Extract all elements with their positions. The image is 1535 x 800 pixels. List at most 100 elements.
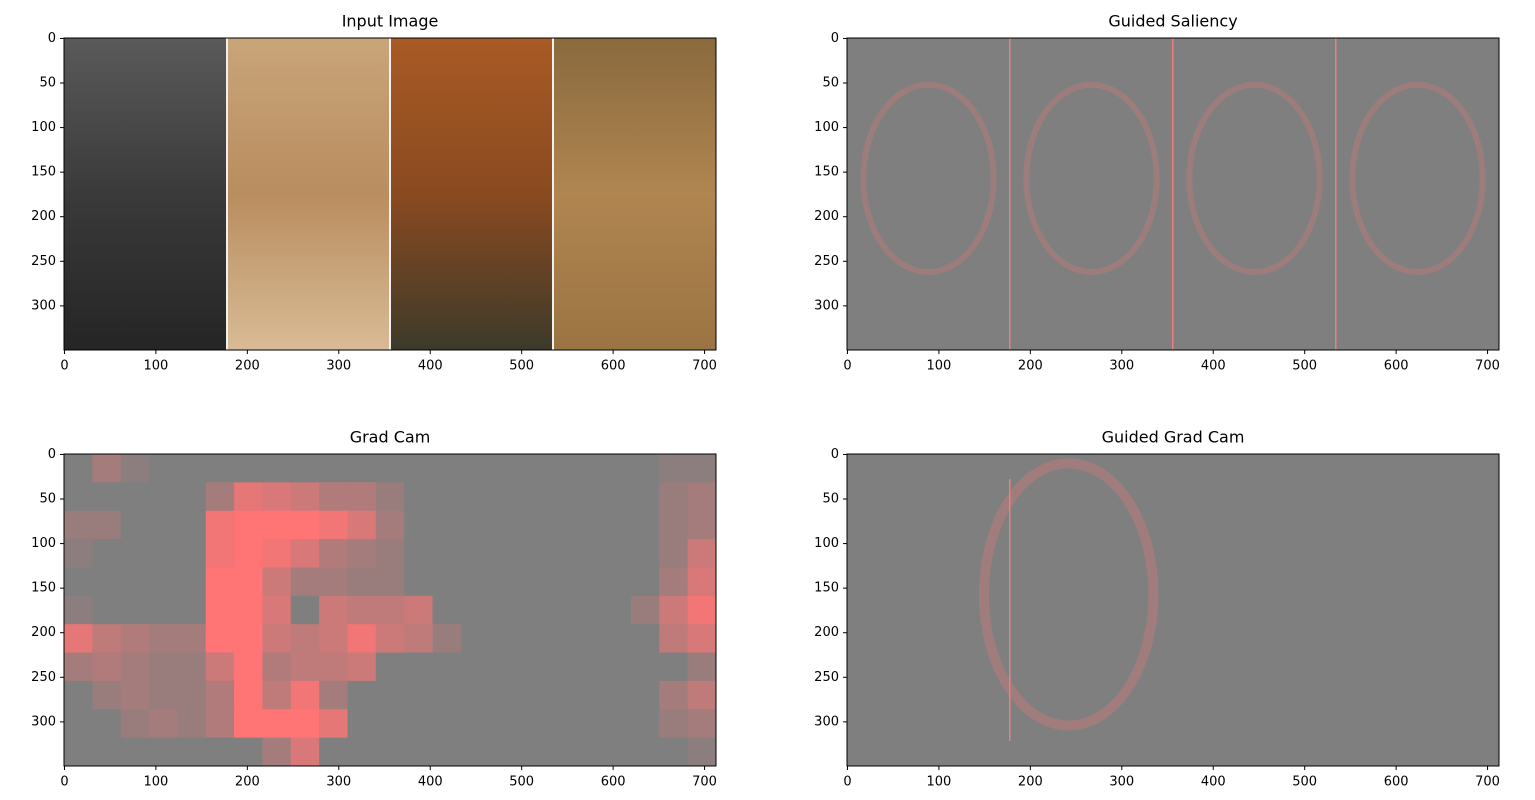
heatmap-cell: [687, 709, 717, 739]
heatmap-cell: [234, 680, 263, 710]
heatmap-cell: [120, 624, 150, 654]
axes-frame: [846, 37, 1500, 351]
heatmap-cell: [545, 595, 575, 625]
heatmap-cell: [290, 539, 320, 568]
heatmap-cell: [687, 595, 717, 625]
heatmap-cell: [92, 680, 122, 710]
heatmap-cell: [602, 652, 632, 682]
y-tick-label: 50: [822, 76, 839, 91]
saliency-face: [1023, 81, 1160, 275]
y-tick-label: 0: [48, 31, 56, 46]
heatmap-cell: [602, 624, 632, 654]
heatmap-cell: [234, 624, 263, 654]
heatmap-cell: [64, 539, 93, 568]
heatmap-cell: [375, 454, 405, 483]
heatmap-cell: [205, 680, 235, 710]
heatmap-cell: [489, 539, 519, 568]
heatmap-cell: [517, 510, 547, 540]
heatmap-cell: [517, 539, 547, 568]
heatmap-cell: [64, 624, 93, 654]
heatmap-cell: [205, 709, 235, 739]
heatmap-cell: [545, 510, 575, 540]
heatmap-cell: [630, 482, 660, 512]
y-tick-label: 250: [31, 254, 56, 269]
heatmap-cell: [64, 510, 93, 540]
heatmap-cell: [630, 510, 660, 540]
y-tick-label: 50: [39, 492, 56, 507]
heatmap-cell: [92, 482, 122, 512]
heatmap-cell: [205, 652, 235, 682]
heatmap-cell: [602, 709, 632, 739]
heatmap-cell: [262, 737, 292, 767]
heatmap-cell: [375, 737, 405, 767]
heatmap-cell: [347, 567, 377, 597]
x-tick-label: 600: [1384, 775, 1409, 790]
photo-divider: [389, 38, 391, 350]
heatmap-cell: [489, 737, 519, 767]
heatmap-cell: [177, 454, 207, 483]
heatmap-cell: [120, 709, 150, 739]
heatmap-cell: [262, 454, 292, 483]
x-tick-label: 500: [1292, 775, 1317, 790]
heatmap-cell: [432, 709, 462, 739]
heatmap-cell: [460, 595, 490, 625]
heatmap-cell: [630, 595, 660, 625]
heatmap-cell: [404, 652, 434, 682]
axes-title: Guided Grad Cam: [1102, 428, 1245, 447]
heatmap-cell: [489, 652, 519, 682]
heatmap-cell: [517, 652, 547, 682]
heatmap-cell: [687, 737, 717, 767]
heatmap-cell: [489, 709, 519, 739]
heatmap-cell: [64, 652, 93, 682]
heatmap-cell: [290, 680, 320, 710]
heatmap-cell: [630, 539, 660, 568]
heatmap-cell: [149, 454, 178, 483]
heatmap-cell: [92, 567, 122, 597]
x-tick-label: 700: [692, 359, 717, 374]
y-tick-label: 0: [48, 447, 56, 462]
heatmap-cell: [92, 624, 122, 654]
heatmap-cell: [347, 709, 377, 739]
heatmap-cell: [375, 624, 405, 654]
y-tick-label: 300: [814, 298, 839, 313]
heatmap-cell: [262, 482, 292, 512]
heatmap-cell: [574, 539, 604, 568]
heatmap-cell: [319, 454, 348, 483]
photo-strip: [227, 38, 390, 350]
heatmap-cell: [460, 652, 490, 682]
y-tick-label: 200: [31, 625, 56, 640]
heatmap-cell: [234, 454, 263, 483]
heatmap-cell: [290, 652, 320, 682]
y-tick-label: 50: [39, 76, 56, 91]
y-tick-label: 150: [31, 581, 56, 596]
y-tick-label: 300: [31, 714, 56, 729]
heatmap-cell: [149, 539, 178, 568]
x-tick-label: 500: [509, 775, 534, 790]
heatmap-cell: [92, 510, 122, 540]
heatmap-cell: [574, 680, 604, 710]
heatmap-cell: [404, 680, 434, 710]
heatmap-cell: [177, 624, 207, 654]
heatmap-cell: [460, 737, 490, 767]
heatmap-cell: [630, 567, 660, 597]
y-tick-label: 200: [31, 209, 56, 224]
heatmap-cell: [517, 680, 547, 710]
saliency-face: [1349, 81, 1486, 275]
heatmap-cell: [149, 709, 178, 739]
heatmap-cell: [375, 709, 405, 739]
heatmap-cell: [319, 709, 348, 739]
axes-frame: [63, 453, 717, 767]
heatmap-cell: [234, 482, 263, 512]
heatmap-cell: [120, 539, 150, 568]
heatmap-cell: [404, 482, 434, 512]
photo-strip: [390, 38, 553, 350]
heatmap-cell: [432, 567, 462, 597]
x-tick-label: 600: [601, 359, 626, 374]
heatmap-cell: [545, 539, 575, 568]
heatmap-cell: [545, 624, 575, 654]
y-tick-label: 250: [814, 670, 839, 685]
heatmap-cell: [234, 567, 263, 597]
heatmap-cell: [659, 652, 689, 682]
heatmap-cell: [517, 454, 547, 483]
heatmap-cell: [234, 595, 263, 625]
